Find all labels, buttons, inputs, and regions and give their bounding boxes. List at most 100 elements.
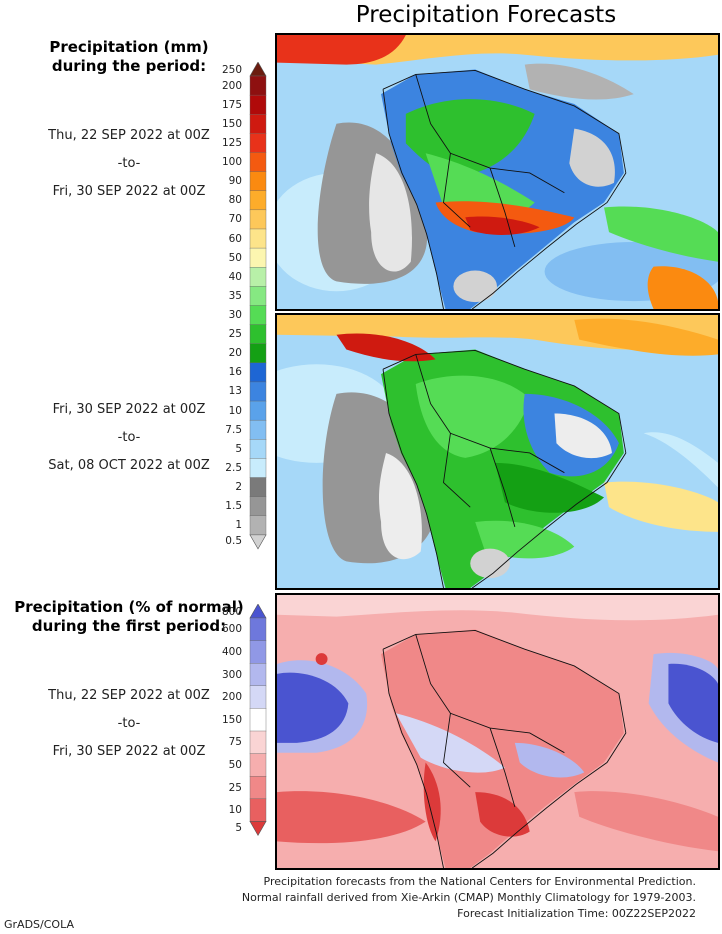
period-b-sep: -to- bbox=[117, 430, 141, 445]
percent-normal-map-graphic bbox=[277, 595, 718, 868]
mm-colorbar-tick-label: 80 bbox=[228, 194, 242, 207]
forecast-map-a-graphic bbox=[277, 35, 718, 309]
mm-colorbar-tick-label: 10 bbox=[228, 404, 242, 417]
pct-heading-line2: during the first period: bbox=[31, 617, 227, 635]
pct-colorbar-top-arrow bbox=[249, 604, 267, 619]
pct-heading: Precipitation (% of normal) during the f… bbox=[0, 598, 258, 636]
credits-line1: Precipitation forecasts from the Nationa… bbox=[263, 875, 697, 888]
mm-colorbar-tick-label: 1 bbox=[235, 519, 242, 532]
pct-colorbar-tick-label: 300 bbox=[221, 668, 242, 681]
mm-colorbar-swatch bbox=[249, 152, 267, 173]
pct-colorbar-swatch bbox=[249, 685, 267, 709]
credits-line3: Forecast Initialization Time: 00Z22SEP20… bbox=[457, 907, 696, 920]
mm-colorbar-tick-label: 0.5 bbox=[225, 535, 242, 548]
mm-heading-line2: during the period: bbox=[51, 57, 207, 75]
pct-colorbar-tick-label: 75 bbox=[228, 736, 242, 749]
pct-colorbar-tick-label: 50 bbox=[228, 758, 242, 771]
mm-colorbar-swatch bbox=[249, 419, 267, 440]
forecast-map-b-graphic bbox=[277, 315, 718, 588]
mm-colorbar-tick-label: 20 bbox=[228, 347, 242, 360]
data-credits: Precipitation forecasts from the Nationa… bbox=[242, 874, 696, 922]
mm-colorbar-tick-label: 175 bbox=[221, 98, 242, 111]
mm-colorbar-swatch bbox=[249, 171, 267, 192]
mm-colorbar-swatch bbox=[249, 324, 267, 345]
mm-colorbar-legend: 250 200 175 150 125 100 90 80 70 60 50 40 35 30 25 20 16… bbox=[222, 62, 272, 568]
period-a: Thu, 22 SEP 2022 at 00Z -to- Fri, 30 SEP… bbox=[0, 122, 258, 206]
mm-colorbar-swatch bbox=[249, 305, 267, 326]
pct-colorbar-swatch bbox=[249, 663, 267, 687]
mm-heading-line1: Precipitation (mm) bbox=[49, 38, 209, 56]
mm-colorbar-tick-label: 250 bbox=[221, 63, 242, 76]
mm-colorbar-swatch bbox=[249, 381, 267, 402]
mm-colorbar-tick-label: 100 bbox=[221, 156, 242, 169]
pct-colorbar-bottom-arrow bbox=[249, 821, 267, 837]
pct-colorbar-swatch bbox=[249, 775, 267, 800]
mm-colorbar-tick-label: 30 bbox=[228, 309, 242, 321]
pct-colorbar-tick-label: 400 bbox=[221, 645, 242, 658]
mm-colorbar-tick-label: 25 bbox=[228, 328, 242, 341]
mm-colorbar-swatch bbox=[249, 228, 267, 249]
period-a-start: Thu, 22 SEP 2022 at 00Z bbox=[48, 128, 210, 143]
mm-heading: Precipitation (mm) during the period: bbox=[0, 38, 258, 76]
pct-colorbar-tick-label: 600 bbox=[221, 623, 242, 636]
pct-colorbar-tick-label: 800 bbox=[221, 605, 242, 618]
mm-colorbar-swatch bbox=[249, 496, 267, 517]
mm-colorbar-tick-label: 40 bbox=[228, 270, 242, 283]
period-b-start: Fri, 30 SEP 2022 at 00Z bbox=[52, 402, 206, 417]
mm-colorbar-top-arrow bbox=[249, 62, 267, 77]
pct-colorbar-swatch bbox=[249, 753, 267, 777]
grads-cola-tag: GrADS/COLA bbox=[4, 918, 74, 931]
credits-line2: Normal rainfall derived from Xie-Arkin (… bbox=[241, 891, 696, 904]
mm-colorbar-tick-label: 90 bbox=[228, 175, 242, 188]
mm-colorbar-tick-label: 2.5 bbox=[225, 461, 242, 474]
period-pct: Thu, 22 SEP 2022 at 00Z -to- Fri, 30 SEP… bbox=[0, 682, 258, 766]
period-b-end: Sat, 08 OCT 2022 at 00Z bbox=[48, 458, 210, 473]
mm-colorbar-swatch bbox=[249, 515, 267, 536]
mm-colorbar-swatch bbox=[249, 439, 267, 459]
period-b: Fri, 30 SEP 2022 at 00Z -to- Sat, 08 OCT… bbox=[0, 396, 258, 480]
mm-colorbar-bottom-arrow bbox=[249, 534, 267, 550]
pct-colorbar-legend: 800 600 400 300 200 150 75 50 25 10 5 bbox=[222, 604, 272, 858]
mm-colorbar-tick-label: 35 bbox=[228, 289, 242, 302]
pct-colorbar-tick-label: 10 bbox=[228, 804, 242, 817]
mm-colorbar-swatch bbox=[249, 286, 267, 306]
pct-colorbar-swatch bbox=[249, 640, 267, 664]
pct-colorbar-tick-label: 25 bbox=[228, 781, 242, 794]
pct-colorbar-swatch bbox=[249, 617, 267, 642]
mm-colorbar-tick-label: 50 bbox=[228, 251, 242, 264]
mm-colorbar-swatch bbox=[249, 343, 267, 364]
period-a-end: Fri, 30 SEP 2022 at 00Z bbox=[52, 184, 206, 199]
period-pct-sep: -to- bbox=[117, 716, 141, 731]
mm-colorbar-tick-label: 13 bbox=[228, 385, 242, 398]
mm-colorbar-swatch bbox=[249, 362, 267, 383]
mm-colorbar-swatch bbox=[249, 209, 267, 230]
percent-normal-map bbox=[275, 593, 720, 870]
pct-colorbar-tick-label: 150 bbox=[221, 713, 242, 726]
page-title: Precipitation Forecasts bbox=[355, 2, 617, 28]
mm-colorbar-tick-label: 60 bbox=[228, 232, 242, 245]
pct-colorbar-tick-label: 5 bbox=[235, 821, 242, 834]
mm-colorbar-swatch bbox=[249, 400, 267, 421]
mm-colorbar-tick-label: 5 bbox=[235, 442, 242, 455]
mm-colorbar-swatch bbox=[249, 133, 267, 153]
mm-colorbar-tick-label: 125 bbox=[221, 136, 242, 149]
pct-colorbar-graphic bbox=[249, 604, 267, 837]
mm-colorbar-swatch bbox=[249, 458, 267, 479]
mm-colorbar-swatch bbox=[249, 190, 267, 211]
mm-colorbar-tick-label: 16 bbox=[228, 366, 242, 379]
mm-colorbar-tick-label: 70 bbox=[228, 213, 242, 226]
mm-colorbar-tick-label: 200 bbox=[221, 79, 242, 92]
period-a-sep: -to- bbox=[117, 156, 141, 171]
mm-colorbar-swatch bbox=[249, 114, 267, 134]
period-pct-end: Fri, 30 SEP 2022 at 00Z bbox=[52, 744, 206, 759]
forecast-map-period-a bbox=[275, 33, 720, 311]
period-pct-start: Thu, 22 SEP 2022 at 00Z bbox=[48, 688, 210, 703]
mm-colorbar-swatch bbox=[249, 477, 267, 498]
mm-colorbar-tick-label: 2 bbox=[235, 481, 242, 494]
mm-colorbar-tick-label: 150 bbox=[221, 117, 242, 130]
pct-colorbar-swatch bbox=[249, 730, 267, 755]
mm-colorbar-tick-label: 1.5 bbox=[225, 500, 242, 513]
pct-colorbar-swatch bbox=[249, 708, 267, 732]
mm-colorbar-tick-label: 7.5 bbox=[225, 423, 242, 436]
mm-colorbar-swatch bbox=[249, 247, 267, 268]
